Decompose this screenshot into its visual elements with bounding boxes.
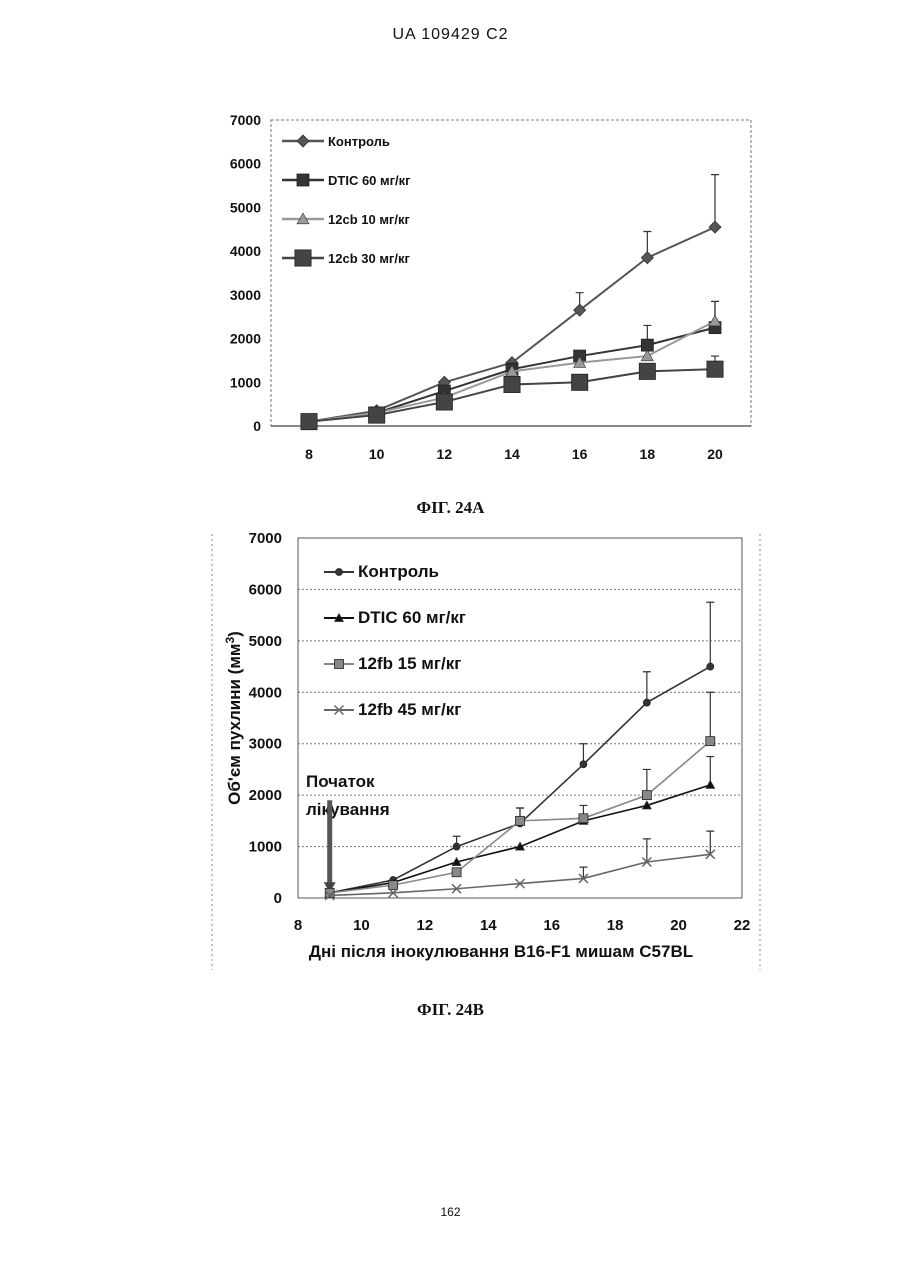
series-line [330, 854, 711, 895]
legend-label: DTIC 60 мг/кг [328, 173, 411, 188]
series-2 [303, 301, 721, 427]
y-tick-label: 3000 [230, 287, 261, 303]
legend-label: Контроль [328, 134, 390, 149]
x-tick-label: 8 [294, 917, 302, 934]
y-tick-label: 3000 [249, 736, 282, 753]
legend-marker [335, 660, 344, 669]
error-bar [711, 175, 719, 227]
legend-label: 12cb 10 мг/кг [328, 212, 410, 227]
legend-label: 12fb 15 мг/кг [358, 654, 461, 673]
data-point [452, 868, 461, 877]
legend-label: 12cb 30 мг/кг [328, 251, 410, 266]
x-tick-labels: 8 10 12 14 16 18 20 [305, 446, 723, 462]
x-tick-label: 12 [417, 917, 434, 934]
data-point [301, 414, 317, 430]
data-point [707, 663, 714, 670]
x-tick-label: 20 [670, 917, 687, 934]
x-tick-label: 20 [707, 446, 723, 462]
data-point [641, 339, 653, 351]
figure-caption-b: ФІГ. 24В [0, 1000, 901, 1020]
error-bar [706, 602, 714, 666]
y-tick-label: 4000 [249, 684, 282, 701]
data-point [580, 761, 587, 768]
data-point [707, 361, 723, 377]
legend: Контроль DTIC 60 мг/кг 12cb 10 мг/кг 12cb 3… [282, 134, 411, 266]
x-tick-label: 14 [480, 917, 497, 934]
y-tick-label: 7000 [230, 112, 261, 128]
data-point [639, 363, 655, 379]
y-tick-label: 6000 [249, 581, 282, 598]
annotation-line-2: лікування [306, 800, 390, 819]
y-tick-labels: 0 1000 2000 3000 4000 5000 6000 7000 [249, 530, 282, 907]
legend-marker [335, 568, 342, 575]
data-point [706, 780, 715, 788]
page-number: 162 [0, 1205, 901, 1219]
x-tick-labels: 8 10 12 14 16 18 20 22 [294, 917, 751, 934]
error-bar [579, 867, 587, 878]
data-point [369, 407, 385, 423]
y-tick-label: 1000 [230, 374, 261, 390]
legend-marker [295, 250, 311, 266]
legend-marker [297, 135, 309, 147]
data-point [579, 814, 588, 823]
error-bar [643, 672, 651, 703]
patent-header: UA 109429 C2 [0, 26, 901, 44]
data-point [709, 221, 721, 233]
legend-marker [297, 174, 309, 186]
y-tick-label: 1000 [249, 839, 282, 856]
y-tick-label: 6000 [230, 156, 261, 172]
y-tick-label: 7000 [249, 530, 282, 547]
error-bar [706, 692, 714, 741]
data-point [642, 791, 651, 800]
x-tick-label: 16 [543, 917, 560, 934]
data-point [504, 376, 520, 392]
x-tick-label: 10 [369, 446, 385, 462]
annotation-line-1: Початок [306, 772, 375, 791]
x-tick-label: 22 [734, 917, 751, 934]
y-tick-label: 4000 [230, 243, 261, 259]
legend-label: Контроль [358, 562, 439, 581]
data-point [643, 699, 650, 706]
series-1 [326, 602, 714, 896]
y-tick-label: 0 [253, 418, 261, 434]
data-point [453, 843, 460, 850]
figure-caption-a: ФІГ. 24А [0, 498, 901, 518]
y-tick-label: 2000 [230, 331, 261, 347]
chart-24b: 0 1000 2000 3000 4000 5000 6000 7000 8 10 12 14 16 1… [0, 520, 901, 990]
y-tick-labels: 0 1000 2000 3000 4000 5000 6000 7000 [230, 112, 261, 434]
x-tick-label: 12 [437, 446, 453, 462]
y-tick-label: 5000 [249, 633, 282, 650]
data-point [641, 350, 653, 361]
data-point [709, 315, 721, 326]
y-tick-label: 5000 [230, 199, 261, 215]
y-axis-label: Об'єм пухлини (мм3) [223, 631, 244, 805]
series-group [325, 602, 715, 900]
x-tick-label: 14 [504, 446, 520, 462]
x-tick-label: 8 [305, 446, 313, 462]
x-tick-label: 10 [353, 917, 370, 934]
y-tick-label: 0 [274, 890, 282, 907]
y-tick-label: 2000 [249, 787, 282, 804]
arrow-shaft [327, 800, 332, 884]
data-point [516, 816, 525, 825]
legend-label: DTIC 60 мг/кг [358, 608, 466, 627]
data-point [389, 881, 398, 890]
x-axis-label: Дні після інокулювання B16-F1 мишам C57B… [309, 942, 693, 961]
x-tick-label: 18 [640, 446, 656, 462]
data-point [572, 374, 588, 390]
data-point [436, 394, 452, 410]
legend-label: 12fb 45 мг/кг [358, 700, 461, 719]
data-point [706, 737, 715, 746]
x-tick-label: 18 [607, 917, 624, 934]
x-tick-label: 16 [572, 446, 588, 462]
